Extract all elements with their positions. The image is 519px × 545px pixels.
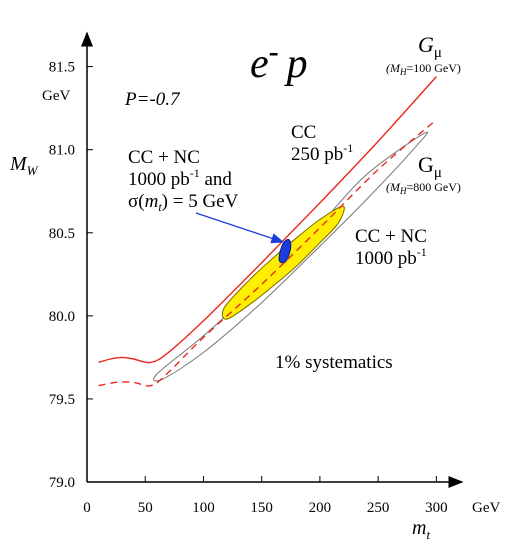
x-tick-label: 300 <box>425 500 448 516</box>
y-tick-label: 79.0 <box>49 475 75 491</box>
y-tick-label: 80.5 <box>49 226 75 242</box>
cc-250-label: CC 250 pb-1 <box>291 122 353 165</box>
g-mu-100-label: Gμ (MH=100 GeV) <box>386 32 461 77</box>
x-unit: GeV <box>472 500 500 516</box>
g-mu-800-label: Gμ (MH=800 GeV) <box>386 152 461 196</box>
series-line-1 <box>98 119 437 387</box>
svg-text:Gμ: Gμ <box>418 32 442 61</box>
x-tick-label: 0 <box>83 500 91 516</box>
polarization-label: P=-0.7 <box>124 89 181 110</box>
x-tick-label: 200 <box>309 500 332 516</box>
svg-text:(MH=100 GeV): (MH=100 GeV) <box>386 61 461 77</box>
y-tick-label: 79.5 <box>49 392 75 408</box>
chart-title: e-p <box>250 35 308 87</box>
x-tick-label: 100 <box>192 500 215 516</box>
y-tick-label: 80.0 <box>49 309 75 325</box>
tick-layer: 0 50 100 150 200 250 300 79.0 79.5 80.0 80.5 81.0 81… <box>49 60 448 516</box>
cc-nc-sigma-label: CC + NC 1000 pb-1 and σ(mt) = 5 GeV <box>128 147 239 214</box>
y-unit: GeV <box>42 88 70 104</box>
x-axis-label: mt <box>412 517 430 542</box>
svg-text:(MH=800 GeV): (MH=800 GeV) <box>386 180 461 196</box>
y-tick-label: 81.5 <box>49 60 75 76</box>
series-layer <box>98 76 437 387</box>
pointer-arrow <box>195 212 285 244</box>
y-tick-label: 81.0 <box>49 143 75 159</box>
x-tick-label: 50 <box>138 500 153 516</box>
systematics-label: 1% systematics <box>275 352 393 373</box>
ellipse-2 <box>278 238 292 264</box>
series-line-0 <box>98 76 437 364</box>
svg-text:Gμ: Gμ <box>418 152 442 181</box>
x-tick-label: 250 <box>367 500 390 516</box>
x-tick-label: 150 <box>250 500 273 516</box>
cc-nc-1000-label: CC + NC 1000 pb-1 <box>355 226 427 269</box>
y-axis-label: MW <box>9 153 39 178</box>
